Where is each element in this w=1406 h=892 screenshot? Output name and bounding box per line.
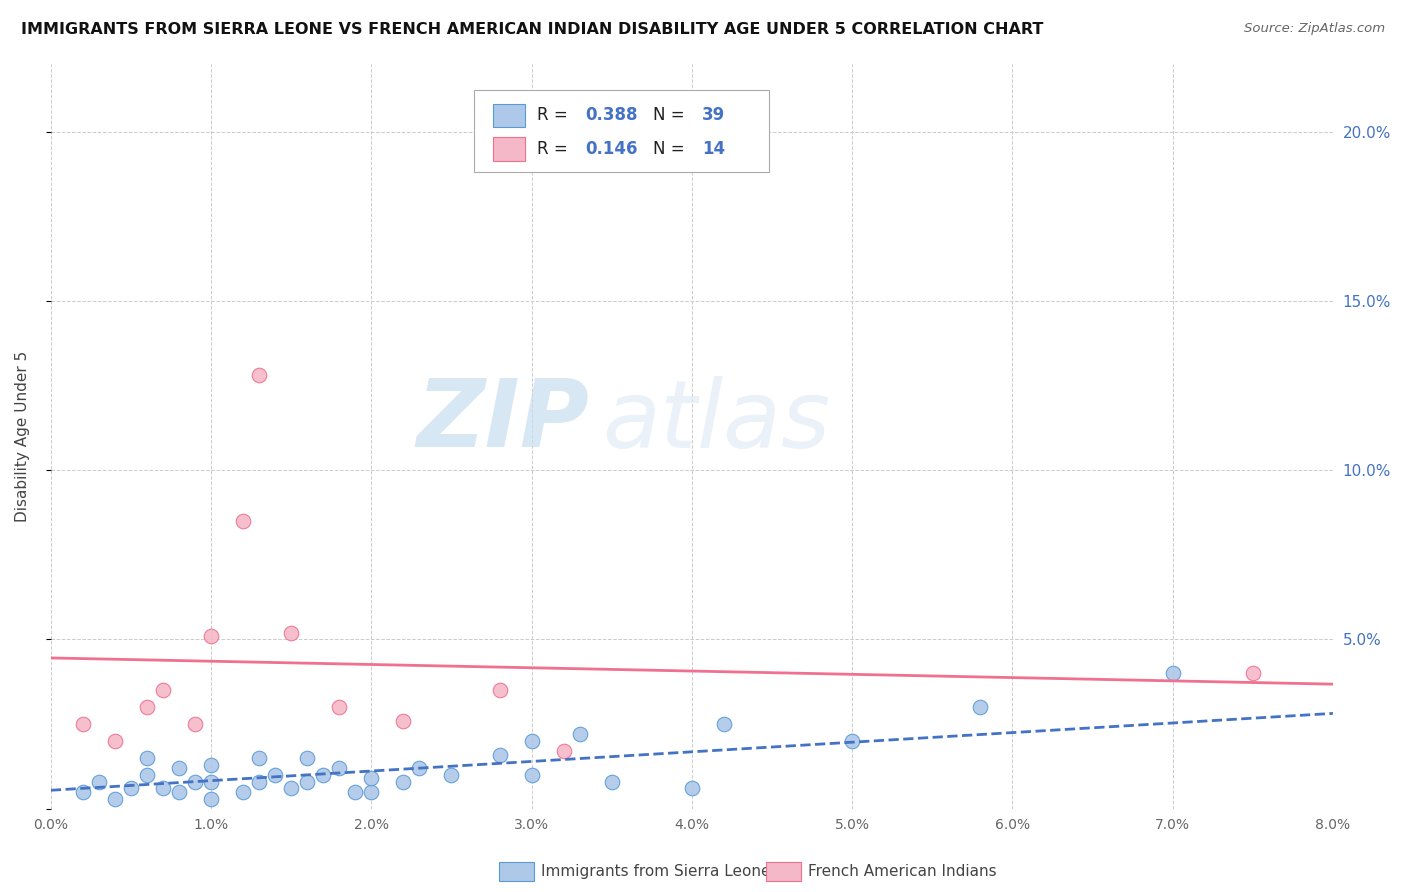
Point <box>360 771 382 785</box>
Text: N =: N = <box>654 106 690 125</box>
Y-axis label: Disability Age Under 5: Disability Age Under 5 <box>15 351 30 522</box>
Point <box>184 774 207 789</box>
Text: R =: R = <box>537 106 572 125</box>
Point <box>104 791 127 805</box>
Point <box>136 751 159 765</box>
Text: IMMIGRANTS FROM SIERRA LEONE VS FRENCH AMERICAN INDIAN DISABILITY AGE UNDER 5 CO: IMMIGRANTS FROM SIERRA LEONE VS FRENCH A… <box>21 22 1043 37</box>
FancyBboxPatch shape <box>494 103 526 128</box>
Text: 39: 39 <box>702 106 725 125</box>
Point <box>280 625 302 640</box>
Point <box>264 768 287 782</box>
Point <box>344 785 367 799</box>
Point <box>152 683 174 698</box>
Point <box>488 747 510 762</box>
Point <box>136 700 159 714</box>
Point <box>200 774 222 789</box>
Text: ZIP: ZIP <box>416 376 589 467</box>
Point <box>232 785 254 799</box>
Point <box>392 774 415 789</box>
Point <box>184 717 207 731</box>
Point <box>1161 666 1184 681</box>
Text: 14: 14 <box>702 140 725 158</box>
Point <box>167 785 190 799</box>
Point <box>72 785 94 799</box>
Point <box>120 781 142 796</box>
Text: atlas: atlas <box>602 376 831 467</box>
Text: French American Indians: French American Indians <box>808 864 997 879</box>
FancyBboxPatch shape <box>494 137 526 161</box>
Point <box>72 717 94 731</box>
Point <box>681 781 703 796</box>
Point <box>520 768 543 782</box>
Point <box>312 768 335 782</box>
Point <box>568 727 591 741</box>
Point <box>408 761 430 775</box>
Text: 0.146: 0.146 <box>585 140 638 158</box>
Point <box>167 761 190 775</box>
Point <box>553 744 575 758</box>
Text: 0.388: 0.388 <box>585 106 638 125</box>
Point <box>297 774 319 789</box>
Point <box>297 751 319 765</box>
Point <box>520 734 543 748</box>
Point <box>969 700 991 714</box>
FancyBboxPatch shape <box>474 90 769 172</box>
Point <box>247 368 270 383</box>
Point <box>392 714 415 728</box>
Point <box>713 717 735 731</box>
Point <box>841 734 863 748</box>
Point <box>136 768 159 782</box>
Point <box>247 751 270 765</box>
Text: R =: R = <box>537 140 572 158</box>
Point <box>328 700 350 714</box>
Point <box>600 774 623 789</box>
Point <box>87 774 110 789</box>
Text: Source: ZipAtlas.com: Source: ZipAtlas.com <box>1244 22 1385 36</box>
Point <box>232 514 254 528</box>
Point <box>200 791 222 805</box>
Point <box>247 774 270 789</box>
Point <box>440 768 463 782</box>
Point <box>488 683 510 698</box>
Point <box>360 785 382 799</box>
Text: N =: N = <box>654 140 690 158</box>
Point <box>328 761 350 775</box>
Point <box>152 781 174 796</box>
Point <box>200 629 222 643</box>
Point <box>280 781 302 796</box>
Text: Immigrants from Sierra Leone: Immigrants from Sierra Leone <box>541 864 770 879</box>
Point <box>1241 666 1264 681</box>
Point <box>200 757 222 772</box>
Point <box>104 734 127 748</box>
